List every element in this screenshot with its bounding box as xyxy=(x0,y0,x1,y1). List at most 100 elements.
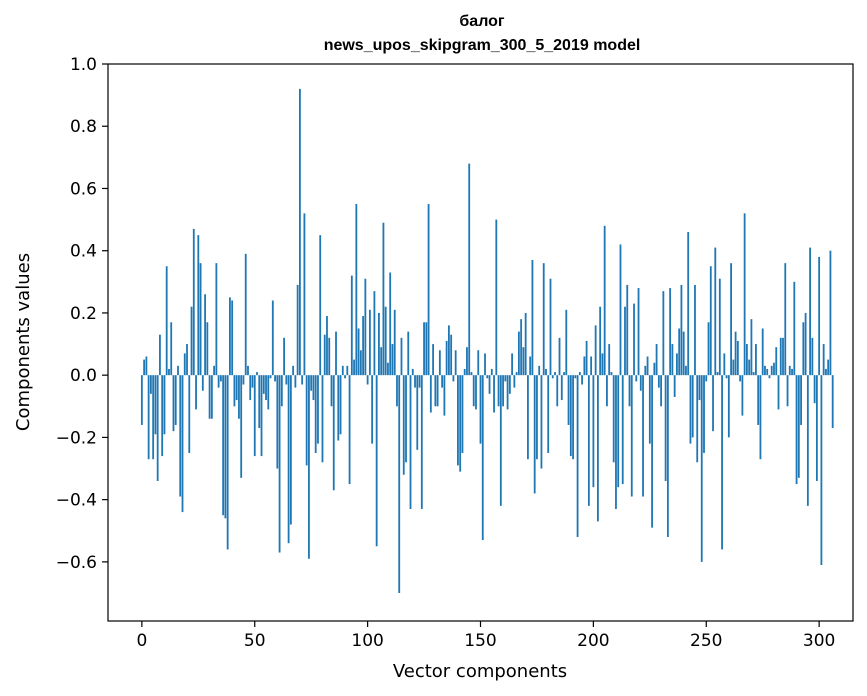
bar-265 xyxy=(739,375,742,382)
bar-46 xyxy=(244,253,247,376)
bar-55 xyxy=(265,375,267,401)
bar-257 xyxy=(721,375,723,550)
bar-282 xyxy=(777,375,780,410)
bar-114 xyxy=(398,375,401,593)
bar-160 xyxy=(502,375,504,407)
bar-80 xyxy=(321,375,324,463)
bar-203 xyxy=(599,306,602,376)
bar-57 xyxy=(269,375,272,379)
bar-211 xyxy=(617,375,620,488)
bar-175 xyxy=(536,375,538,460)
bar-213 xyxy=(621,375,624,485)
bar-302 xyxy=(822,344,825,376)
bar-196 xyxy=(583,356,586,376)
bar-158 xyxy=(497,375,500,407)
bar-103 xyxy=(373,291,376,376)
bar-109 xyxy=(387,362,389,376)
bar-180 xyxy=(547,375,550,453)
y-tick-label-8: 1.0 xyxy=(70,55,97,75)
bar-67 xyxy=(292,365,295,376)
bar-297 xyxy=(811,337,814,376)
bar-44 xyxy=(240,375,243,478)
bar-289 xyxy=(793,281,796,376)
bar-61 xyxy=(278,375,281,553)
bar-135 xyxy=(445,340,448,376)
bar-157 xyxy=(495,219,498,376)
bar-186 xyxy=(560,375,563,401)
bar-147 xyxy=(472,375,475,407)
bar-76 xyxy=(312,375,315,401)
bar-190 xyxy=(569,375,572,457)
bar-42 xyxy=(235,375,238,401)
bar-299 xyxy=(815,375,818,481)
bar-176 xyxy=(538,365,541,376)
bar-189 xyxy=(567,375,570,425)
bar-14 xyxy=(172,375,175,432)
bar-170 xyxy=(524,312,527,376)
bar-93 xyxy=(350,275,353,376)
bar-83 xyxy=(328,337,331,376)
bar-29 xyxy=(206,322,209,376)
bar-222 xyxy=(642,375,644,497)
bar-246 xyxy=(696,375,699,463)
chart-title-line-2: news_upos_skipgram_300_5_2019 model xyxy=(324,37,641,54)
bar-54 xyxy=(262,375,265,394)
bar-150 xyxy=(479,375,482,444)
x-tick-label-5: 250 xyxy=(690,631,722,651)
bar-69 xyxy=(296,284,299,376)
bar-154 xyxy=(488,375,491,394)
x-tick-label-0: 0 xyxy=(136,631,147,651)
bar-260 xyxy=(727,375,730,438)
bar-70 xyxy=(298,88,301,376)
bar-68 xyxy=(294,375,297,388)
bar-227 xyxy=(653,362,656,376)
bar-202 xyxy=(596,375,599,522)
bar-212 xyxy=(619,244,622,376)
bar-140 xyxy=(457,375,459,466)
bar-277 xyxy=(766,368,769,376)
bar-108 xyxy=(384,306,387,376)
bar-129 xyxy=(432,344,434,376)
bar-216 xyxy=(628,375,631,407)
bar-37 xyxy=(224,375,227,519)
bar-167 xyxy=(517,331,520,376)
bar-208 xyxy=(610,372,613,376)
bar-127 xyxy=(427,204,430,376)
bar-259 xyxy=(725,375,728,379)
bar-141 xyxy=(459,375,462,472)
bar-133 xyxy=(441,375,444,388)
bar-97 xyxy=(359,350,362,376)
x-tick-label-6: 300 xyxy=(803,631,835,651)
chart-title-line-1: балог xyxy=(459,13,505,30)
bar-71 xyxy=(301,375,304,385)
bar-52 xyxy=(258,375,261,429)
bar-41 xyxy=(233,375,236,407)
bar-series xyxy=(140,88,834,593)
bar-22 xyxy=(190,306,193,376)
bar-251 xyxy=(707,322,710,376)
bar-78 xyxy=(317,375,319,444)
bar-178 xyxy=(542,263,545,376)
bar-226 xyxy=(651,375,653,528)
bar-168 xyxy=(520,319,523,376)
bar-0 xyxy=(140,375,143,425)
x-tick-label-4: 200 xyxy=(577,631,609,651)
bar-128 xyxy=(429,375,432,413)
bar-278 xyxy=(768,375,771,379)
bar-45 xyxy=(242,375,245,385)
bar-290 xyxy=(795,375,798,485)
bar-86 xyxy=(335,331,337,376)
y-tick-label-7: 0.8 xyxy=(70,117,97,137)
bar-11 xyxy=(165,266,168,376)
bar-214 xyxy=(624,306,626,376)
bar-1 xyxy=(143,359,146,376)
bar-56 xyxy=(267,375,270,410)
bar-90 xyxy=(344,375,346,379)
bar-13 xyxy=(170,322,173,376)
bar-8 xyxy=(159,334,161,376)
bar-255 xyxy=(716,372,719,376)
bar-77 xyxy=(314,375,317,453)
bar-137 xyxy=(450,334,453,376)
bar-303 xyxy=(825,368,827,376)
bar-117 xyxy=(405,375,407,463)
